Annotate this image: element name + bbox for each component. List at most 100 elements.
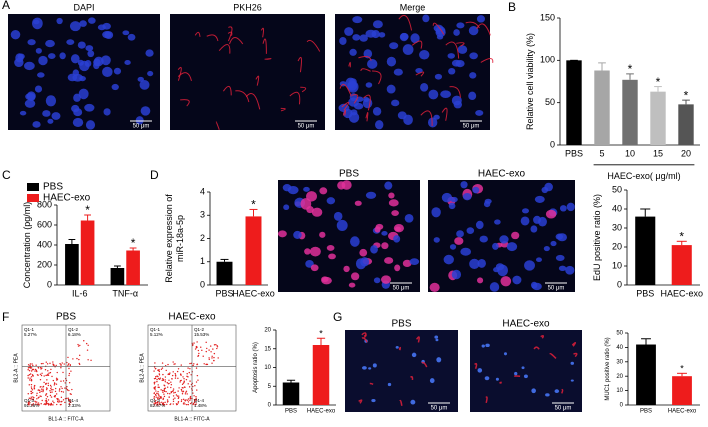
nucleus (85, 45, 94, 52)
membrane (571, 342, 577, 347)
nucleus (534, 195, 545, 203)
membrane (348, 61, 351, 68)
event-dot (184, 400, 186, 402)
event-dot (162, 403, 164, 406)
image-title: PBS (391, 319, 411, 330)
event-dot (30, 383, 33, 386)
membrane (398, 14, 413, 31)
event-dot (197, 379, 199, 381)
nucleus (422, 14, 430, 23)
nucleus (404, 213, 414, 223)
event-dot (213, 344, 216, 346)
event-dot (163, 393, 165, 395)
nucleus (395, 346, 399, 349)
event-dot (159, 377, 162, 379)
event-dot (54, 390, 57, 393)
nucleus (393, 68, 403, 76)
nucleus (349, 48, 357, 56)
nucleus (77, 41, 86, 49)
event-dot (46, 379, 48, 381)
nucleus (559, 205, 567, 212)
nucleus (26, 91, 36, 102)
nucleus (566, 202, 575, 212)
event-dot (182, 376, 184, 378)
event-dot (161, 379, 163, 382)
event-dot (157, 396, 159, 399)
event-dot (179, 379, 182, 382)
y-tick-label: 0 (47, 279, 52, 289)
event-dot (193, 401, 196, 404)
nucleus (514, 371, 518, 376)
membrane (260, 27, 265, 38)
event-dot (175, 403, 178, 405)
bar (636, 344, 656, 405)
event-dot (36, 401, 38, 403)
nucleus (545, 209, 557, 219)
event-dot (175, 394, 178, 396)
event-dot (45, 374, 47, 377)
nucleus (97, 24, 106, 31)
event-dot (68, 382, 71, 384)
event-dot (171, 374, 174, 377)
membrane (476, 23, 491, 36)
nucleus (554, 389, 560, 394)
quadrant-percent: 5.27% (24, 332, 37, 337)
event-dot (168, 379, 170, 382)
event-dot (166, 382, 168, 384)
membrane (485, 396, 488, 404)
event-dot (154, 368, 157, 370)
nucleus (440, 90, 452, 99)
event-dot (168, 373, 170, 375)
nucleus (511, 231, 520, 240)
event-dot (47, 403, 50, 405)
event-dot (186, 373, 188, 375)
event-dot (205, 350, 207, 353)
event-dot (28, 397, 31, 399)
membrane (264, 58, 272, 60)
nucleus (435, 338, 439, 342)
event-dot (193, 342, 195, 344)
event-dot (32, 399, 34, 401)
event-dot (192, 344, 194, 347)
membrane (432, 22, 445, 35)
nucleus (550, 240, 557, 247)
event-dot (184, 403, 186, 405)
event-dot (32, 368, 35, 371)
membrane (480, 57, 494, 63)
nucleus (429, 378, 435, 384)
legend-swatch (27, 183, 39, 191)
nucleus (410, 33, 420, 44)
nucleus (326, 197, 336, 205)
event-dot (196, 389, 198, 391)
event-dot (194, 385, 196, 387)
error-bar (220, 258, 229, 262)
membrane (533, 346, 540, 350)
membrane (339, 83, 352, 97)
event-dot (32, 403, 35, 405)
x-tick-label: HAEC-exo (660, 288, 703, 298)
membrane (372, 70, 382, 85)
membrane (421, 361, 428, 368)
bar (312, 345, 330, 405)
nucleus (102, 66, 113, 77)
event-dot (189, 395, 192, 398)
y-tick-label: 30 (612, 222, 622, 232)
nucleus (300, 198, 312, 210)
image-title: PBS (339, 169, 359, 180)
nucleus (499, 235, 509, 244)
micrograph-content (429, 181, 575, 292)
nucleus (450, 196, 458, 203)
event-dot (167, 363, 169, 366)
nucleus (111, 83, 119, 91)
event-dot (180, 374, 182, 376)
event-dot (60, 380, 62, 382)
event-dot (29, 379, 31, 381)
membrane (360, 68, 371, 72)
event-dot (153, 366, 156, 368)
event-dot (180, 400, 183, 403)
event-dot (157, 377, 160, 380)
event-dot (37, 389, 39, 391)
nucleus (436, 357, 442, 363)
event-dot (157, 393, 159, 395)
event-dot (162, 373, 164, 376)
